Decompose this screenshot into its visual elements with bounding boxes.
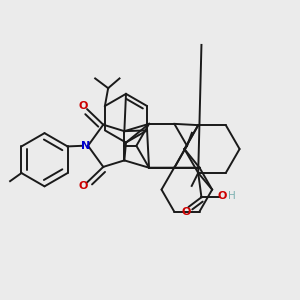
Text: O: O	[78, 101, 88, 111]
Text: N: N	[81, 141, 90, 151]
Text: H: H	[228, 190, 236, 201]
Text: O: O	[78, 181, 88, 191]
Text: O: O	[218, 190, 227, 201]
Text: O: O	[182, 207, 191, 217]
